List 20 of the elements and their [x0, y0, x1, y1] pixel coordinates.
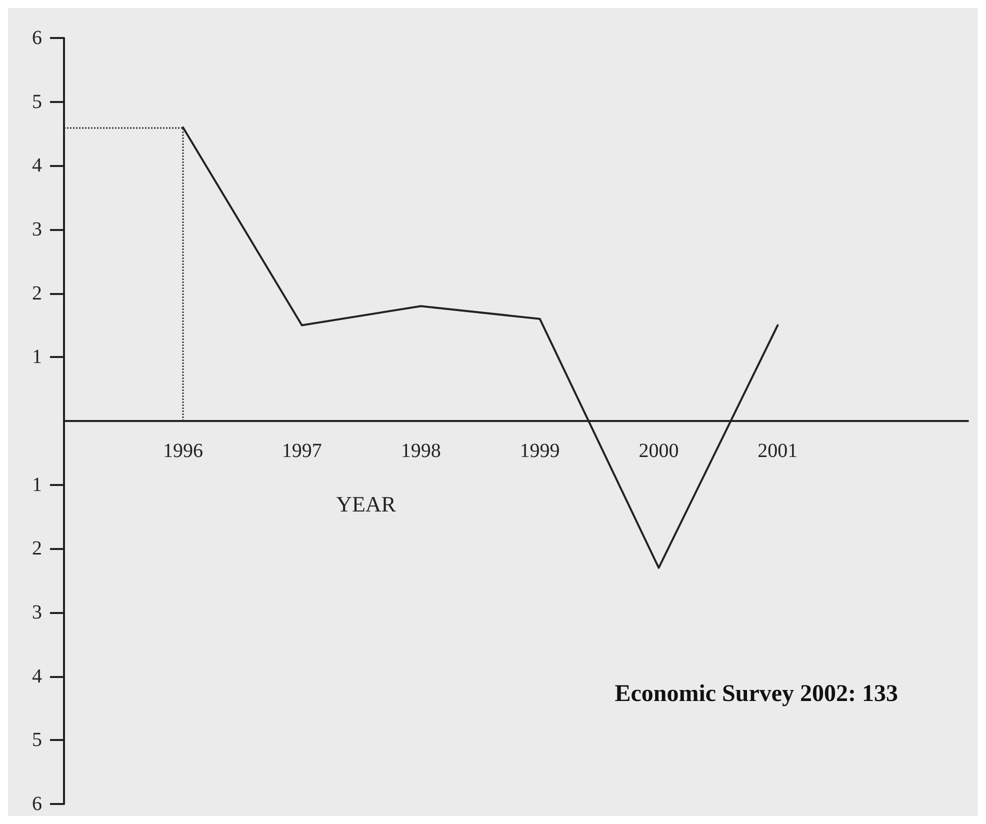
y-tick-label: 2 [32, 538, 42, 560]
y-tick-label: 1 [32, 346, 42, 368]
y-tick-label: 5 [32, 729, 42, 752]
x-tick-label: 1998 [400, 440, 441, 462]
x-tick-label: 2000 [638, 440, 679, 462]
y-tick-label: 1 [32, 474, 42, 496]
y-tick-label: 4 [32, 154, 42, 177]
x-tick-label: 2001 [758, 440, 798, 462]
y-tick-label: 3 [32, 218, 42, 240]
y-tick-label: 2 [32, 282, 42, 304]
x-axis-title: YEAR [336, 492, 396, 516]
annotation: Economic Survey 2002: 133 [614, 681, 898, 707]
y-tick-label: 4 [32, 665, 42, 688]
x-tick-label: 1997 [282, 440, 322, 462]
y-tick-label: 3 [32, 602, 42, 624]
y-tick-label: 5 [32, 90, 42, 113]
y-tick-label: 6 [32, 27, 42, 49]
x-tick-label: 1999 [520, 440, 560, 462]
x-tick-label: 1996 [162, 440, 203, 462]
y-tick-label: 6 [32, 793, 42, 815]
